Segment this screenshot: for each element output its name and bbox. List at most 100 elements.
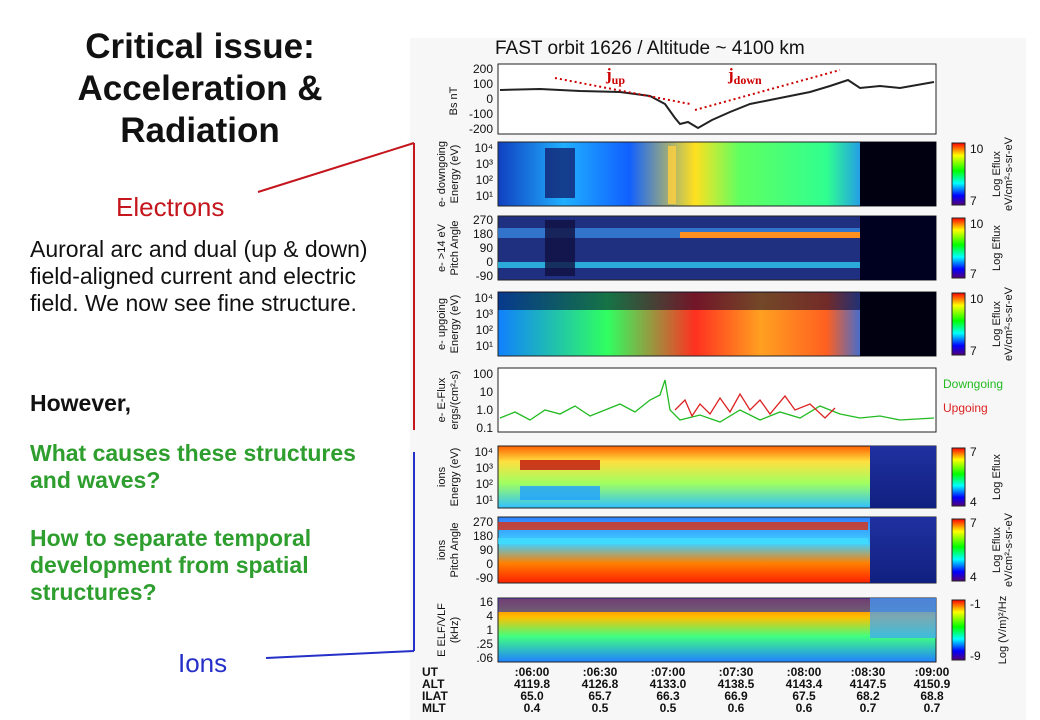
cbar-min: 4 — [970, 495, 977, 509]
tick: 0.1 — [476, 421, 493, 435]
tick: 1 — [486, 623, 493, 637]
orbit-annotation-table: UT ALT ILAT MLT :06:00 4119.8 65.0 0.4 :… — [422, 665, 951, 715]
colorbar-electron-upgoing: 10 7 Log Eflux eV/cm²-s-sr-eV — [951, 286, 1015, 361]
panel-electron-downgoing — [497, 141, 937, 207]
tick: 180 — [473, 529, 493, 543]
tick: 90 — [480, 241, 494, 255]
panel-ylabel: Energy (eV) — [449, 448, 461, 507]
tick: .06 — [476, 651, 493, 665]
tick: 16 — [480, 595, 494, 609]
cbar-label: Log Eflux — [991, 151, 1003, 197]
cbar-min: 4 — [970, 570, 977, 584]
table-cell: 68.8 — [920, 689, 944, 703]
panel-ylabel: ions — [436, 466, 448, 487]
panel-magnetic-field: 200 100 0 -100 -200 Bs nT — [448, 62, 937, 136]
j-down-label: jdown — [727, 65, 762, 87]
cbar-label: Log (V/m)²/Hz — [997, 596, 1009, 664]
table-cell: :08:00 — [787, 665, 822, 679]
tick: 10¹ — [476, 339, 493, 353]
legend-downgoing: Downgoing — [943, 377, 1003, 391]
tick: 10² — [476, 173, 493, 187]
cbar-min: -9 — [970, 649, 981, 663]
tick: 0 — [486, 255, 493, 269]
cbar-units: eV/cm²-s-sr-eV — [1003, 136, 1015, 211]
panel-ylabel: Energy (eV) — [449, 145, 461, 204]
title-line-1: Critical issue: — [85, 27, 315, 66]
panel-ticks: 10⁴ 10³ 10² 10¹ 270 180 90 0 -90 10⁴ 10³… — [473, 141, 493, 665]
colorbar-electron-pitch: 10 7 Log Eflux — [951, 217, 1003, 281]
tick: 10³ — [476, 157, 493, 171]
cbar-max: 10 — [970, 217, 984, 231]
cbar-max: 10 — [970, 292, 984, 306]
cbar-min: 7 — [970, 194, 977, 208]
ions-label: Ions — [178, 648, 228, 678]
cbar-label: Log Eflux — [991, 527, 1003, 573]
row-name: MLT — [422, 701, 446, 715]
table-cell: 4133.0 — [650, 677, 687, 691]
colorbar-electron-downgoing: 10 7 Log Eflux eV/cm²-s-sr-eV — [951, 136, 1015, 211]
panel-ylabel: ergs/(cm²-s) — [449, 370, 461, 429]
colorbar-ion-pitch: 7 4 Log Eflux eV/cm²-s-sr-eV — [951, 512, 1015, 587]
cbar-max: -1 — [970, 597, 981, 611]
table-cell: 0.7 — [860, 701, 877, 715]
tick: .25 — [476, 637, 493, 651]
panel-ylabel: e- downgoing — [436, 141, 448, 207]
table-cell: :09:00 — [915, 665, 950, 679]
panel-ylabel: Pitch Angle — [449, 522, 461, 577]
tick: 10³ — [476, 461, 493, 475]
cbar-max: 7 — [970, 445, 977, 459]
panel-electron-energy-flux: Downgoing Upgoing — [497, 367, 1003, 433]
ions-pointer-line — [265, 650, 415, 659]
figure-caption: FAST orbit 1626 / Altitude ~ 4100 km — [495, 38, 805, 59]
panel-ion-energy — [497, 445, 937, 509]
table-cell: 0.5 — [592, 701, 609, 715]
panel-ylabel: E ELF/VLF — [436, 603, 448, 657]
tick: 0 — [486, 557, 493, 571]
panel-ylabel: Bs nT — [448, 86, 460, 115]
panel-ylabel: Pitch Angle — [449, 220, 461, 275]
tick: 4 — [486, 609, 493, 623]
table-cell: 68.2 — [856, 689, 880, 703]
panel-electron-upgoing — [497, 291, 937, 357]
j-up-label: jup — [605, 65, 625, 87]
tick: 180 — [473, 227, 493, 241]
table-cell: 4147.5 — [850, 677, 887, 691]
panel-ylabel: e- upgoing — [436, 298, 448, 350]
tick: 0 — [486, 92, 493, 106]
table-cell: 67.5 — [792, 689, 816, 703]
however-text: However, — [30, 390, 131, 416]
description-paragraph: Auroral arc and dual (up & down) field-a… — [30, 236, 368, 316]
tick: 10² — [476, 477, 493, 491]
cbar-units: eV/cm²-s-sr-eV — [1003, 512, 1015, 587]
cbar-label: Log Eflux — [991, 301, 1003, 347]
colorbar-ion-energy: 7 4 Log Eflux — [951, 445, 1003, 509]
table-cell: 65.7 — [588, 689, 612, 703]
tick: 10⁴ — [474, 141, 493, 155]
panel-ylabel: (kHz) — [449, 617, 461, 643]
tick: 200 — [473, 62, 493, 76]
cbar-max: 10 — [970, 142, 984, 156]
panel-ylabels: e- downgoing Energy (eV) e- >14 eV Pitch… — [436, 141, 461, 657]
tick: 270 — [473, 213, 493, 227]
question-2: How to separate temporal development fro… — [30, 525, 312, 605]
tick: 270 — [473, 515, 493, 529]
panel-electron-pitch-angle — [497, 215, 937, 281]
table-cell: 0.5 — [660, 701, 677, 715]
tick: 10 — [480, 385, 494, 399]
panel-ylabel: ions — [436, 539, 448, 560]
cbar-units: eV/cm²-s-sr-eV — [1003, 286, 1015, 361]
panel-ion-pitch-angle — [497, 516, 937, 584]
table-cell: 66.9 — [724, 689, 748, 703]
table-cell: :08:30 — [851, 665, 886, 679]
row-name: UT — [422, 665, 439, 679]
legend-upgoing: Upgoing — [943, 401, 988, 415]
cbar-label: Log Eflux — [991, 225, 1003, 271]
table-cell: 66.3 — [656, 689, 680, 703]
table-cell: 4119.8 — [514, 677, 550, 691]
tick: -90 — [476, 269, 494, 283]
table-cell: :07:00 — [651, 665, 686, 679]
table-cell: :06:30 — [583, 665, 618, 679]
cbar-max: 7 — [970, 516, 977, 530]
electrons-pointer-line — [257, 142, 415, 193]
